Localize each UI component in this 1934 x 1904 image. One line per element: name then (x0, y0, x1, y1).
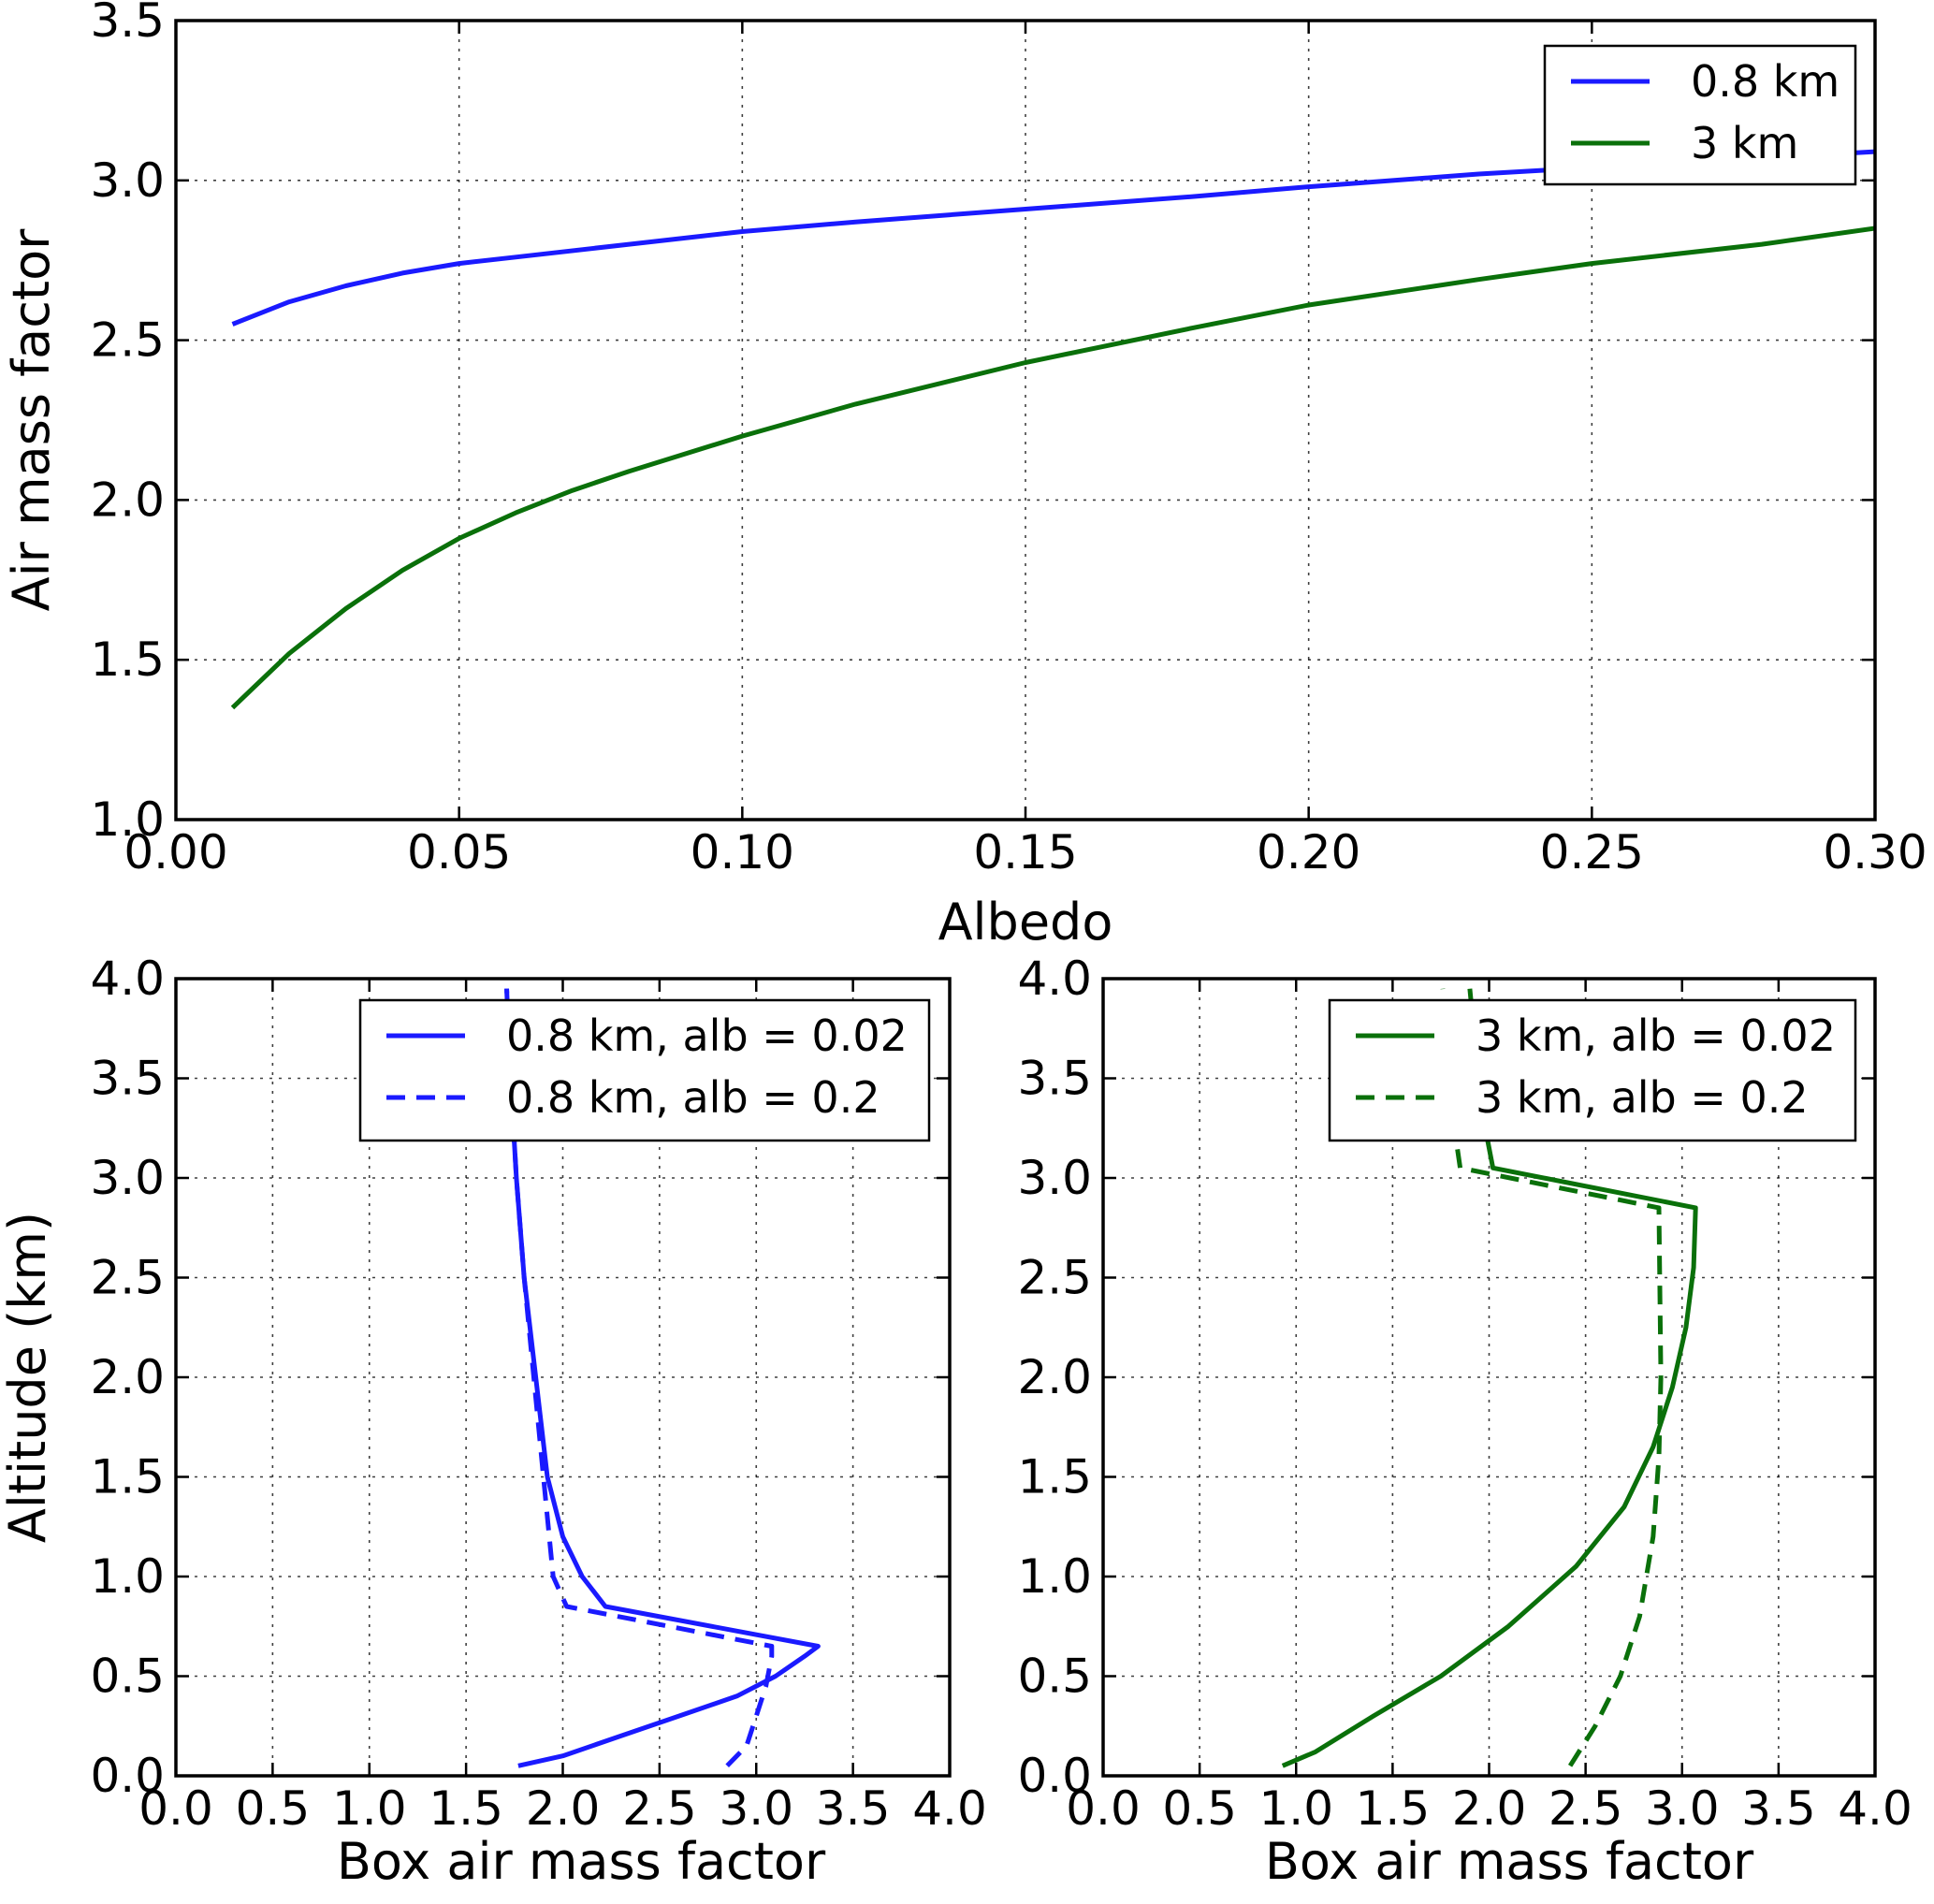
y-tick-label: 1.5 (90, 1450, 165, 1504)
x-tick-label: 2.0 (526, 1781, 601, 1836)
y-tick-label: 1.5 (1017, 1450, 1092, 1504)
x-tick-label: 0.5 (1162, 1781, 1237, 1836)
x-tick-label: 0.5 (236, 1781, 311, 1836)
x-tick-label: 0.20 (1257, 825, 1360, 879)
legend-label-2: 3 km, alb = 0.2 (1476, 1072, 1809, 1123)
y-tick-label: 1.0 (1017, 1549, 1092, 1604)
x-tick-label: 0.15 (973, 825, 1077, 879)
legend-box (358, 998, 931, 1142)
series-group (504, 988, 821, 1768)
x-tick-label: 3.0 (719, 1781, 793, 1836)
series-line-2 (504, 988, 775, 1768)
legend-label-2: 3 km (1691, 118, 1798, 168)
y-tick-label: 0.0 (1017, 1749, 1092, 1803)
x-tick-label: 0.05 (407, 825, 511, 879)
y-tick-label: 0.0 (90, 1749, 165, 1803)
y-tick-label: 3.5 (90, 1052, 165, 1106)
x-tick-label: 0.0 (138, 1781, 213, 1836)
chart-top: 0.00 0.05 0.10 0.15 0.20 0.25 0.30 1.0 1.5 2.0 2.5… (2, 0, 1927, 952)
x-tick-label: 0.30 (1823, 825, 1927, 879)
legend-label-1: 0.8 km (1691, 56, 1839, 107)
y-tick-label: 2.5 (90, 313, 165, 368)
legend: 0.8 km 3 km (1543, 44, 1857, 186)
x-tick-label: 1.0 (1258, 1781, 1333, 1836)
ticks: 0.0 0.5 1.0 1.5 2.0 2.5 3.0 3.5 4.0 0.0 0.5 1.0 1.5 2… (90, 952, 986, 1836)
legend-box (1328, 998, 1857, 1142)
y-axis-label: Altitude (km) (0, 1212, 57, 1543)
y-tick-label: 1.5 (90, 632, 165, 687)
x-axis-label: Albedo (938, 893, 1113, 952)
x-axis-label: Box air mass factor (1265, 1832, 1754, 1891)
ticks: 0.0 0.5 1.0 1.5 2.0 2.5 3.0 3.5 4.0 0.0 0.5 1.0 1.5 2… (1017, 952, 1912, 1836)
series-line-1 (231, 149, 1875, 327)
x-tick-label: 2.0 (1452, 1781, 1527, 1836)
x-tick-label: 4.0 (912, 1781, 987, 1836)
chart-bottom-left: 0.0 0.5 1.0 1.5 2.0 2.5 3.0 3.5 4.0 0.0 0.5 1.0 1.5 2… (0, 952, 987, 1891)
y-tick-label: 1.0 (90, 792, 165, 847)
x-tick-label: 1.5 (1356, 1781, 1431, 1836)
legend-box (1543, 44, 1857, 186)
x-tick-label: 1.5 (429, 1781, 503, 1836)
legend-label-1: 3 km, alb = 0.02 (1476, 1010, 1836, 1061)
ticks: 0.00 0.05 0.10 0.15 0.20 0.25 0.30 1.0 1.5 2.0 2.5… (90, 0, 1927, 879)
y-tick-label: 2.0 (90, 472, 165, 527)
y-tick-label: 3.0 (90, 1151, 165, 1205)
chart-bottom-right: 0.0 0.5 1.0 1.5 2.0 2.5 3.0 3.5 4.0 0.0 0.5 1.0 1.5 2… (1017, 952, 1912, 1891)
grid-lines (176, 21, 1875, 820)
y-axis-label: Air mass factor (2, 228, 61, 611)
y-tick-label: 0.5 (90, 1650, 165, 1704)
x-tick-label: 0.0 (1066, 1781, 1141, 1836)
x-tick-label: 0.00 (124, 825, 227, 879)
x-tick-label: 3.0 (1645, 1781, 1720, 1836)
legend: 3 km, alb = 0.02 3 km, alb = 0.2 (1328, 998, 1857, 1142)
x-tick-label: 4.0 (1838, 1781, 1912, 1836)
x-tick-label: 3.5 (816, 1781, 891, 1836)
y-tick-label: 2.5 (1017, 1251, 1092, 1305)
series-group (230, 149, 1875, 710)
x-tick-label: 3.5 (1741, 1781, 1816, 1836)
y-tick-label: 2.0 (90, 1350, 165, 1404)
y-tick-label: 0.5 (1017, 1650, 1092, 1704)
y-tick-label: 3.5 (90, 0, 165, 48)
y-tick-label: 3.5 (1017, 1052, 1092, 1106)
legend: 0.8 km, alb = 0.02 0.8 km, alb = 0.2 (358, 998, 931, 1142)
y-tick-label: 2.0 (1017, 1350, 1092, 1404)
legend-label-1: 0.8 km, alb = 0.02 (506, 1010, 908, 1061)
x-tick-label: 2.5 (1549, 1781, 1623, 1836)
y-tick-label: 4.0 (1017, 952, 1092, 1006)
series-line-2 (230, 225, 1875, 710)
y-tick-label: 1.0 (90, 1549, 165, 1604)
x-tick-label: 0.10 (691, 825, 794, 879)
x-tick-label: 2.5 (622, 1781, 697, 1836)
y-tick-label: 3.0 (90, 153, 165, 208)
legend-label-2: 0.8 km, alb = 0.2 (506, 1072, 880, 1123)
x-tick-label: 0.25 (1540, 825, 1644, 879)
y-tick-label: 3.0 (1017, 1151, 1092, 1205)
y-tick-label: 4.0 (90, 952, 165, 1006)
x-tick-label: 1.0 (332, 1781, 407, 1836)
y-tick-label: 2.5 (90, 1251, 165, 1305)
x-axis-label: Box air mass factor (337, 1832, 826, 1891)
